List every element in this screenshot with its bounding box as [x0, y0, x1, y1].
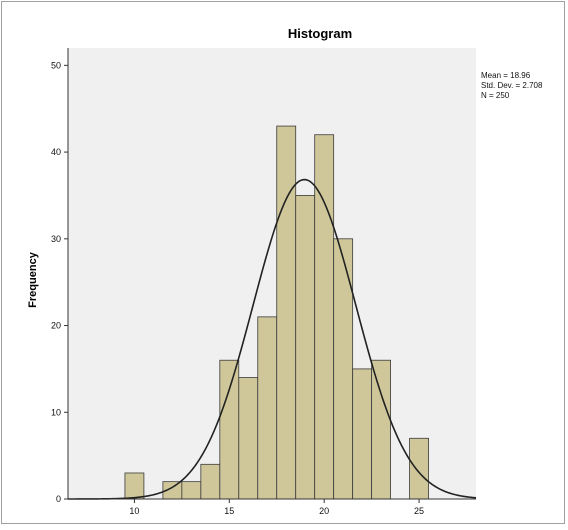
histogram-bar	[219, 359, 240, 500]
x-tick-label: 15	[224, 506, 234, 516]
stat-n: N = 250	[481, 91, 510, 100]
histogram-bar	[238, 377, 259, 500]
y-axis-label: Frequency	[27, 251, 39, 308]
histogram-bar	[352, 368, 373, 500]
histogram-bar	[276, 125, 297, 500]
histogram-bar	[295, 195, 316, 500]
x-tick-label: 10	[129, 506, 139, 516]
histogram-bar	[200, 463, 221, 500]
y-tick-label: 10	[51, 407, 61, 417]
histogram-bar	[257, 316, 278, 500]
normal-curve	[68, 178, 477, 500]
stat-std: Std. Dev. = 2.708	[481, 81, 543, 90]
histogram-bar	[124, 472, 145, 500]
histogram-bar	[181, 481, 202, 500]
histogram-chart: Histogram Mean = 18.96 Std. Dev. = 2.708…	[27, 26, 543, 516]
axes-group: 0 10 20 30 40 50 10 15 20 25	[51, 48, 476, 516]
stats-box: Mean = 18.96 Std. Dev. = 2.708 N = 250	[481, 71, 543, 100]
stat-mean: Mean = 18.96	[481, 71, 531, 80]
bars-group	[124, 125, 429, 500]
y-tick-label: 30	[51, 234, 61, 244]
x-tick-label: 20	[319, 506, 329, 516]
y-tick-label: 20	[51, 321, 61, 331]
chart-frame: Histogram Mean = 18.96 Std. Dev. = 2.708…	[1, 1, 565, 524]
histogram-bar	[333, 238, 354, 500]
x-tick-label: 25	[414, 506, 424, 516]
chart-title: Histogram	[288, 26, 352, 41]
histogram-bar	[371, 359, 392, 500]
histogram-bar	[409, 437, 429, 500]
y-tick-label: 0	[56, 494, 61, 504]
y-tick-label: 40	[51, 147, 61, 157]
y-tick-label: 50	[51, 60, 61, 70]
